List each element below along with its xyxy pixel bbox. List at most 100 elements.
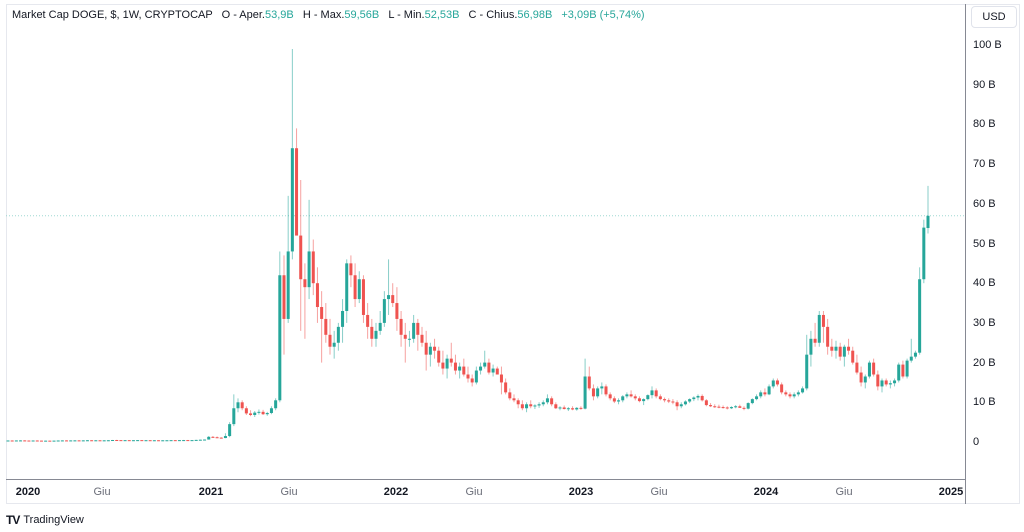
candle[interactable]: [717, 404, 721, 409]
candle[interactable]: [90, 440, 94, 442]
candle[interactable]: [458, 362, 462, 379]
candle[interactable]: [299, 179, 303, 331]
candle[interactable]: [136, 440, 140, 442]
candle[interactable]: [462, 358, 466, 377]
candle[interactable]: [424, 330, 428, 371]
candle[interactable]: [545, 394, 549, 405]
candle[interactable]: [387, 259, 391, 315]
candle[interactable]: [77, 440, 81, 442]
candle[interactable]: [683, 400, 687, 406]
candle[interactable]: [127, 440, 131, 442]
candle[interactable]: [286, 195, 290, 323]
candle[interactable]: [391, 283, 395, 308]
candle[interactable]: [257, 409, 261, 415]
candle[interactable]: [48, 440, 52, 442]
candle[interactable]: [361, 275, 365, 323]
candle[interactable]: [81, 440, 85, 442]
candle[interactable]: [792, 392, 796, 399]
candle[interactable]: [671, 399, 675, 405]
candle[interactable]: [566, 407, 570, 412]
candle[interactable]: [161, 440, 165, 442]
candle[interactable]: [69, 440, 73, 442]
candle[interactable]: [525, 402, 529, 413]
candle[interactable]: [721, 405, 725, 409]
candle[interactable]: [780, 382, 784, 395]
candle[interactable]: [600, 382, 604, 395]
candle[interactable]: [830, 338, 834, 357]
candle[interactable]: [847, 338, 851, 355]
candle[interactable]: [771, 378, 775, 389]
candle[interactable]: [115, 439, 119, 442]
candle[interactable]: [679, 402, 683, 409]
candle[interactable]: [483, 350, 487, 369]
candle[interactable]: [194, 439, 198, 441]
candle[interactable]: [31, 440, 35, 442]
candle[interactable]: [395, 287, 399, 331]
symbol-title[interactable]: Market Cap DOGE, $, 1W, CRYPTOCAP: [12, 9, 213, 21]
candle[interactable]: [140, 440, 144, 442]
candle[interactable]: [44, 440, 48, 442]
candle[interactable]: [357, 271, 361, 304]
candle[interactable]: [123, 440, 127, 442]
candle[interactable]: [240, 400, 244, 411]
candle[interactable]: [119, 440, 123, 442]
candle[interactable]: [282, 255, 286, 355]
candle[interactable]: [265, 411, 269, 416]
candle[interactable]: [688, 398, 692, 404]
candle[interactable]: [437, 346, 441, 367]
candle[interactable]: [244, 406, 248, 416]
candle[interactable]: [407, 330, 411, 347]
candle[interactable]: [428, 342, 432, 367]
candle[interactable]: [94, 440, 98, 442]
candle[interactable]: [529, 400, 533, 409]
candle[interactable]: [738, 404, 742, 408]
candle[interactable]: [642, 398, 646, 406]
candle[interactable]: [909, 338, 913, 363]
candle[interactable]: [203, 439, 207, 441]
candle[interactable]: [295, 128, 299, 236]
candle[interactable]: [809, 330, 813, 367]
candle[interactable]: [755, 394, 759, 401]
candle[interactable]: [750, 398, 754, 405]
candle[interactable]: [60, 440, 64, 442]
candle[interactable]: [152, 440, 156, 442]
candle[interactable]: [269, 406, 273, 415]
candle[interactable]: [591, 384, 595, 401]
candle[interactable]: [893, 378, 897, 387]
candle[interactable]: [341, 299, 345, 343]
candle[interactable]: [801, 386, 805, 394]
candle[interactable]: [767, 384, 771, 396]
candle[interactable]: [813, 322, 817, 347]
candle[interactable]: [725, 406, 729, 410]
candle[interactable]: [742, 406, 746, 411]
candle[interactable]: [169, 440, 173, 442]
candle[interactable]: [763, 388, 767, 397]
candle[interactable]: [324, 303, 328, 343]
candle[interactable]: [897, 362, 901, 383]
candle[interactable]: [65, 440, 69, 442]
candle[interactable]: [537, 402, 541, 408]
candle[interactable]: [633, 394, 637, 401]
candle[interactable]: [207, 436, 211, 440]
candle[interactable]: [867, 360, 871, 379]
candle[interactable]: [249, 410, 253, 417]
candle[interactable]: [646, 394, 650, 401]
candle[interactable]: [658, 394, 662, 401]
candle[interactable]: [788, 392, 792, 399]
candle[interactable]: [880, 378, 884, 393]
candle[interactable]: [855, 354, 859, 375]
candle[interactable]: [533, 404, 537, 410]
candle[interactable]: [746, 402, 750, 410]
candle[interactable]: [56, 440, 60, 442]
candle[interactable]: [617, 398, 621, 405]
candle[interactable]: [826, 318, 830, 355]
candle[interactable]: [474, 366, 478, 385]
currency-button[interactable]: USD: [971, 6, 1017, 28]
price-axis[interactable]: [965, 4, 966, 504]
candle[interactable]: [541, 400, 545, 407]
candle[interactable]: [416, 318, 420, 351]
candle[interactable]: [27, 440, 31, 442]
candle[interactable]: [876, 370, 880, 391]
candle[interactable]: [784, 390, 788, 397]
candle[interactable]: [709, 403, 713, 408]
